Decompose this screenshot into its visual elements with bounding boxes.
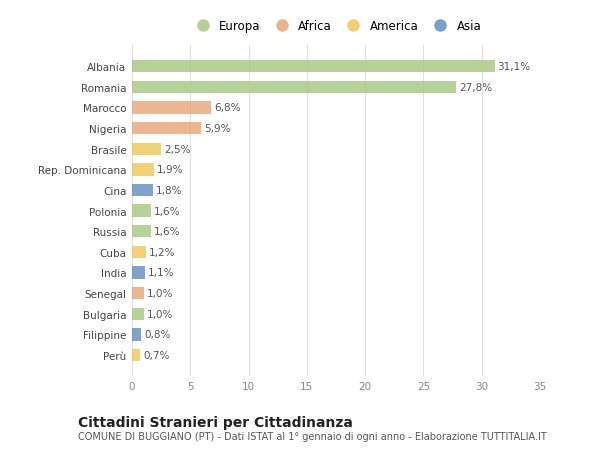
Text: Cittadini Stranieri per Cittadinanza: Cittadini Stranieri per Cittadinanza <box>78 415 353 429</box>
Text: 1,2%: 1,2% <box>149 247 175 257</box>
Bar <box>132 225 151 238</box>
Text: COMUNE DI BUGGIANO (PT) - Dati ISTAT al 1° gennaio di ogni anno - Elaborazione T: COMUNE DI BUGGIANO (PT) - Dati ISTAT al … <box>78 431 547 442</box>
Text: 1,6%: 1,6% <box>154 206 180 216</box>
Bar <box>132 267 145 279</box>
Text: 1,8%: 1,8% <box>156 185 182 196</box>
Bar <box>132 205 151 217</box>
Bar <box>132 246 146 258</box>
Bar <box>132 61 494 73</box>
Text: 1,0%: 1,0% <box>146 288 173 298</box>
Bar <box>132 185 153 197</box>
Text: 1,6%: 1,6% <box>154 227 180 237</box>
Text: 2,5%: 2,5% <box>164 145 191 154</box>
Text: 5,9%: 5,9% <box>203 124 230 134</box>
Bar <box>132 349 140 361</box>
Text: 1,0%: 1,0% <box>146 309 173 319</box>
Text: 1,1%: 1,1% <box>148 268 174 278</box>
Text: 31,1%: 31,1% <box>497 62 530 72</box>
Bar <box>132 287 143 300</box>
Bar <box>132 123 201 135</box>
Bar <box>132 308 143 320</box>
Text: 6,8%: 6,8% <box>214 103 241 113</box>
Bar <box>132 143 161 156</box>
Text: 27,8%: 27,8% <box>459 83 492 93</box>
Bar <box>132 329 142 341</box>
Text: 0,8%: 0,8% <box>144 330 170 340</box>
Legend: Europa, Africa, America, Asia: Europa, Africa, America, Asia <box>186 16 486 38</box>
Bar <box>132 164 154 176</box>
Bar <box>132 102 211 114</box>
Text: 1,9%: 1,9% <box>157 165 184 175</box>
Bar <box>132 82 456 94</box>
Text: 0,7%: 0,7% <box>143 350 169 360</box>
